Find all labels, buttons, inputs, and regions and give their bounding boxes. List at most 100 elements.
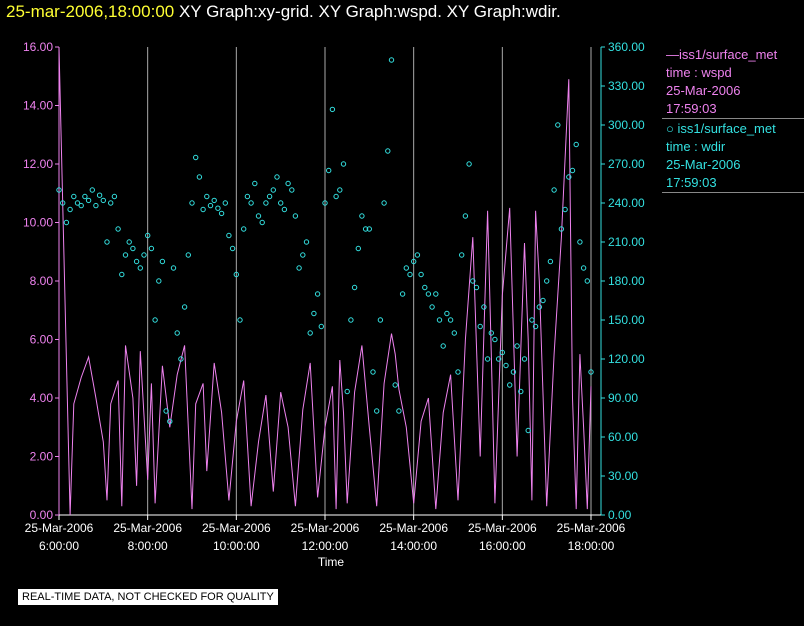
wdir-point — [82, 193, 88, 200]
wdir-point — [185, 252, 192, 258]
y-right-tick-label: 120.00 — [608, 352, 645, 366]
wdir-point — [278, 200, 284, 206]
wdir-point — [89, 187, 96, 193]
wdir-point — [362, 226, 369, 232]
wdir-point — [451, 330, 457, 336]
x-tick-label-time: 14:00:00 — [390, 539, 437, 553]
wdir-point — [573, 141, 579, 148]
y-right-tick-label: 60.00 — [608, 430, 638, 444]
x-tick-label-date: 25-Mar-2006 — [468, 521, 537, 535]
wdir-point — [414, 252, 421, 258]
wdir-point — [285, 180, 291, 187]
wdir-point — [333, 193, 339, 200]
wdir-point — [584, 278, 590, 284]
wdir-point — [229, 245, 236, 252]
wdir-point — [418, 271, 424, 278]
wdir-point — [374, 408, 380, 414]
wdir-point — [370, 369, 376, 375]
wdir-point — [425, 291, 432, 297]
wdir-point — [167, 418, 173, 425]
wdir-point — [141, 252, 147, 258]
wdir-point — [322, 200, 328, 206]
legend-marker-circle: ○ — [666, 121, 678, 136]
wdir-point — [459, 252, 465, 258]
wdir-point — [547, 258, 554, 265]
x-tick-label-date: 25-Mar-2006 — [113, 521, 182, 535]
wdir-point — [455, 369, 461, 375]
y-left-tick-label: 14.00 — [23, 99, 53, 113]
wdir-point — [122, 252, 129, 258]
wdir-point — [300, 252, 306, 258]
wdir-point — [484, 356, 491, 362]
wdir-point — [314, 291, 321, 297]
wdir-point — [259, 219, 265, 226]
y-left-tick-label: 4.00 — [30, 391, 54, 405]
legend-wdir-date: 25-Mar-2006 — [666, 157, 741, 172]
wdir-point — [566, 174, 572, 180]
wdir-point — [156, 278, 162, 284]
x-tick-label-date: 25-Mar-2006 — [202, 521, 271, 535]
wdir-point — [178, 356, 184, 362]
window-title: 25-mar-2006,18:00:00 XY Graph:xy-grid. X… — [6, 2, 561, 22]
y-right-tick-label: 360.00 — [608, 40, 645, 54]
y-right-tick-label: 150.00 — [608, 313, 645, 327]
quality-disclaimer: REAL-TIME DATA, NOT CHECKED FOR QUALITY — [18, 589, 278, 605]
wdir-point — [226, 232, 232, 239]
wdir-point — [211, 197, 217, 204]
wdir-point — [521, 356, 528, 362]
y-left-tick-label: 2.00 — [30, 450, 54, 464]
y-left-tick-label: 8.00 — [30, 274, 54, 288]
y-right-tick-label: 300.00 — [608, 118, 645, 132]
x-tick-label-time: 12:00:00 — [302, 539, 349, 553]
wdir-point — [303, 239, 310, 245]
legend-line-marker: — — [666, 47, 679, 62]
wdir-point — [558, 226, 565, 232]
wdir-point — [311, 310, 317, 317]
legend-wspd: —iss1/surface_met time : wspd 25-Mar-200… — [666, 46, 777, 118]
wdir-point — [510, 369, 517, 375]
series-wdir — [56, 57, 594, 434]
legend-wdir: ○ iss1/surface_met time : wdir 25-Mar-20… — [666, 120, 776, 192]
wdir-point — [562, 206, 568, 213]
x-tick-label-date: 25-Mar-2006 — [291, 521, 360, 535]
wdir-point — [71, 193, 77, 200]
wdir-point — [104, 239, 110, 245]
wdir-point — [462, 213, 469, 219]
legend-divider — [662, 192, 804, 193]
wdir-point — [444, 310, 450, 317]
wdir-point — [525, 427, 531, 434]
wdir-point — [281, 206, 288, 213]
y-left-tick-label: 6.00 — [30, 333, 54, 347]
wdir-point — [440, 343, 446, 349]
wdir-point — [381, 200, 387, 206]
x-tick-label-time: 16:00:00 — [479, 539, 526, 553]
x-tick-label-date: 25-Mar-2006 — [379, 521, 448, 535]
legend-wspd-variable: time : wspd — [666, 65, 732, 80]
wdir-point — [577, 239, 583, 245]
wdir-point — [307, 330, 313, 336]
wdir-point — [429, 304, 435, 310]
wdir-point — [477, 323, 483, 330]
wdir-point — [355, 245, 361, 252]
wdir-point — [218, 210, 225, 217]
wdir-point — [588, 369, 594, 375]
wdir-point — [348, 317, 354, 323]
wdir-point — [145, 232, 151, 239]
wdir-point — [540, 297, 546, 304]
wdir-point — [78, 202, 84, 209]
wdir-point — [96, 192, 103, 198]
wdir-point — [318, 323, 324, 330]
wdir-point — [252, 180, 258, 187]
wdir-point — [499, 349, 505, 356]
wdir-point — [396, 408, 402, 414]
wdir-point — [447, 317, 454, 323]
x-tick-label-date: 25-Mar-2006 — [557, 521, 626, 535]
wdir-point — [196, 174, 203, 180]
wdir-point — [470, 278, 476, 284]
y-right-tick-label: 90.00 — [608, 391, 638, 405]
wdir-point — [255, 213, 262, 219]
series-wspd — [58, 46, 592, 516]
legend-wdir-time: 17:59:03 — [666, 175, 717, 190]
wdir-point — [67, 206, 73, 213]
wdir-point — [340, 161, 347, 167]
